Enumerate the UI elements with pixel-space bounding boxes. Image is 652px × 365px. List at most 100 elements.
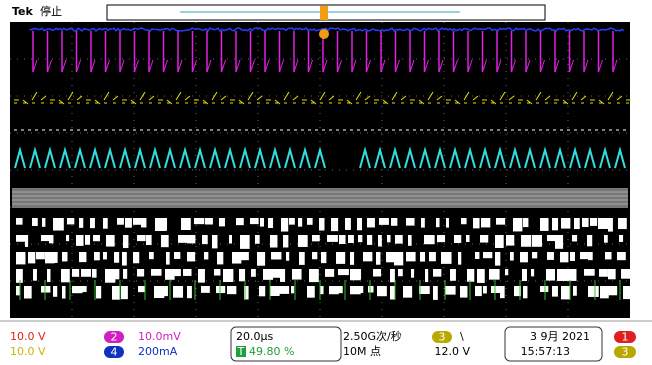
digital-bit [291,286,294,293]
digital-bit [66,235,69,241]
digital-bit [483,252,492,258]
digital-bit [90,218,95,228]
digital-bit [461,218,467,224]
date: 3 9月 2021 [530,330,590,343]
digital-bit [395,235,403,244]
run-status: 停止 [40,4,62,18]
digital-bit [523,286,527,298]
digital-bit [600,286,609,298]
record-length: 10M 点 [343,345,381,358]
digital-bit [348,235,354,243]
digital-bit [187,286,192,298]
digital-bit [337,286,343,293]
digital-bit [379,218,389,225]
digital-bit [608,269,616,279]
digital-bit [138,286,145,292]
digital-bit [608,218,613,232]
digital-bit [113,269,119,279]
digital-bit [363,252,372,261]
digital-bit [114,252,119,263]
digital-bit [187,235,195,243]
trigger-marker-top [320,6,328,20]
digital-bit [260,218,264,227]
digital-bit [201,286,210,293]
digital-bit [408,235,412,246]
trigger-position: 49.80 % [249,345,294,358]
digital-bit [280,269,285,282]
digital-bit [617,252,626,260]
digital-bit [540,286,548,292]
digital-bit [433,286,438,300]
digital-bit [151,269,162,276]
digital-bit [49,235,53,243]
digital-bit [546,269,555,281]
digital-bit [321,252,326,263]
ch1-scale: 10.0 V [10,330,46,343]
digital-bit [250,218,259,224]
ch4-scale: 200mA [138,345,178,358]
digital-bit [298,218,302,227]
digital-bit [373,269,381,277]
digital-bit [298,235,308,247]
digital-bit [259,286,265,296]
digital-bit [41,235,49,241]
digital-bit [390,269,395,282]
timebase: 20.0µs [236,330,273,343]
digital-bit [133,218,141,225]
digital-bit [429,252,436,261]
digital-bit [163,286,168,296]
digital-bit [219,218,225,226]
digital-bit [532,252,537,258]
digital-bit [500,286,505,298]
digital-bit [309,269,319,282]
digital-bit [358,269,361,280]
digital-bit [214,269,220,276]
sample-rate: 2.50G次/秒 [343,329,402,343]
digital-bit [480,235,488,243]
digital-bit [307,286,315,298]
digital-bit [251,269,256,277]
digital-bit [53,286,57,297]
digital-bit [279,286,289,294]
digital-bit [403,286,412,298]
ch4-badge: 4 [111,346,118,359]
digital-bit [598,218,609,229]
digital-bit [146,235,152,245]
right-badge-3: 3 [622,346,629,359]
digital-bit [510,252,514,261]
digital-bit [125,218,132,228]
digital-bit [62,252,67,261]
digital-bit [386,252,395,262]
trigger-level: 12.0 V [434,345,470,358]
digital-bit [122,252,127,266]
digital-bit [263,269,273,280]
ch3-scale: 10.0 V [10,345,46,358]
digital-bit [319,218,324,231]
digital-bit [521,235,531,247]
digital-bit [421,218,425,228]
digital-bit [560,252,568,262]
digital-bit [387,235,391,242]
digital-bit [187,252,195,261]
digital-bit [584,269,595,276]
digital-bit [621,269,631,279]
digital-bit [394,252,403,265]
digital-bit [513,218,522,231]
digital-bit [76,235,84,246]
digital-bit [505,269,508,275]
digital-bit [81,269,91,277]
digital-bit [588,252,593,260]
trigger-source: 3 [439,331,446,344]
digital-bit [36,252,45,259]
digital-bit [532,235,542,247]
digital-bit [398,269,403,276]
digital-bit [367,235,372,245]
digital-bit [28,252,35,263]
digital-bit [552,218,558,230]
digital-bit [212,235,217,248]
brand: Tek [12,5,34,18]
digital-bit [194,218,204,224]
digital-bit [477,269,485,283]
digital-bit [495,252,500,266]
digital-bit [619,235,623,242]
